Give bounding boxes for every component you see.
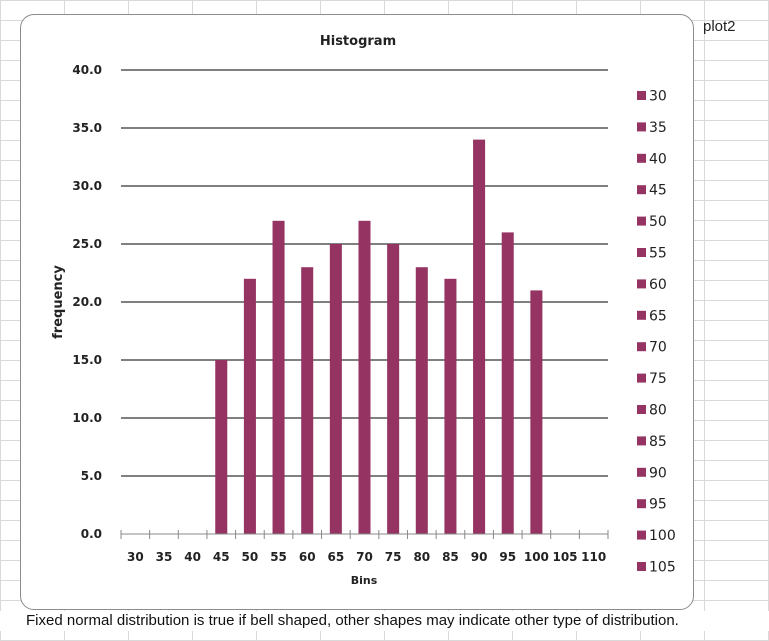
bar[interactable] [301,267,314,534]
chart-area[interactable] [20,14,694,610]
legend-label: 40 [649,151,667,167]
x-tick-label: 45 [213,550,230,564]
legend-item[interactable]: 55 [637,246,667,262]
legend-item[interactable]: 80 [637,403,667,419]
legend-label: 80 [649,403,667,419]
x-tick-label: 30 [127,550,144,564]
y-tick-label: 25.0 [72,237,102,251]
legend-item[interactable]: 45 [637,183,667,199]
legend-item[interactable]: 70 [637,340,667,356]
x-tick-label: 90 [471,550,488,564]
legend-item[interactable]: 65 [637,308,667,324]
legend-item[interactable]: 90 [637,465,667,481]
x-tick-label: 60 [299,550,316,564]
bar[interactable] [272,220,285,535]
legend-label: 105 [649,560,676,576]
legend-swatch [637,436,646,446]
y-tick-label: 10.0 [72,411,102,425]
bar[interactable] [329,244,342,534]
legend-swatch [637,499,646,509]
legend-swatch [637,153,646,163]
legend-item[interactable]: 105 [637,560,676,576]
legend-item[interactable]: 50 [637,214,667,230]
bar[interactable] [415,267,428,534]
legend-swatch [637,342,646,352]
chart-title: Histogram [320,34,396,49]
legend-swatch [637,310,646,320]
bar[interactable] [473,139,486,534]
legend-label: 35 [649,120,667,136]
y-tick-label: 40.0 [72,63,102,77]
y-tick-label: 30.0 [72,179,102,193]
legend-swatch [637,122,646,132]
x-axis-label: Bins [351,574,378,587]
y-tick-label: 0.0 [81,527,102,541]
legend-swatch [637,562,646,571]
x-tick-label: 100 [524,550,549,564]
x-tick-labels: 30 35 40 45 50 55 60 65 70 75 80 85 90 95 100 105 110 [127,550,606,564]
y-axis-label: frequency [51,265,66,339]
x-tick-label: 80 [413,550,430,564]
x-tick-label: 35 [156,550,173,564]
legend-item[interactable]: 60 [637,277,667,293]
legend-label: 45 [649,183,667,199]
bar[interactable] [243,278,256,534]
bars [215,139,543,535]
legend-label: 100 [649,528,676,544]
legend-swatch [637,467,646,477]
x-tick-label: 95 [499,550,516,564]
legend-label: 90 [649,465,667,481]
y-tick-label: 20.0 [72,295,102,309]
legend-swatch [637,185,646,195]
legend-item[interactable]: 35 [637,120,667,136]
y-tick-label: 5.0 [81,469,102,483]
bar[interactable] [358,220,371,535]
legend-swatch [637,373,646,383]
y-tick-label: 35.0 [72,121,102,135]
bar[interactable] [387,244,400,534]
legend-label: 75 [649,371,667,387]
y-tick-label: 15.0 [72,353,102,367]
legend-label: 60 [649,277,667,293]
legend-swatch [637,91,646,100]
legend-label: 70 [649,340,667,356]
x-tick-label: 55 [270,550,287,564]
bar[interactable] [530,290,543,534]
legend-label: 65 [649,308,667,324]
bar[interactable] [501,232,514,534]
sheet-label: plot2 [703,18,736,35]
legend-item[interactable]: 40 [637,151,667,167]
x-tick-label: 50 [242,550,259,564]
legend-swatch [637,405,646,414]
bar[interactable] [215,360,228,534]
legend-swatch [637,248,646,257]
legend-label: 95 [649,497,667,513]
legend: 30 35 40 45 50 55 60 65 70 75 80 85 90 95 100 105 [637,89,676,576]
y-tick-labels: 0.0 5.0 10.0 15.0 20.0 25.0 30.0 35.0 40.0 [72,63,102,541]
legend-label: 85 [649,434,667,450]
x-tick-label: 75 [385,550,402,564]
footnote-row: Fixed normal distribution is true if bel… [0,611,769,631]
legend-label: 55 [649,246,667,262]
legend-label: 30 [649,89,667,105]
x-tick-label: 70 [356,550,373,564]
x-tick-label: 110 [581,550,606,564]
footnote-text: Fixed normal distribution is true if bel… [26,612,679,629]
legend-swatch [637,530,646,540]
legend-item[interactable]: 95 [637,497,667,513]
x-axis [120,530,609,539]
legend-item[interactable]: 100 [637,528,676,544]
legend-item[interactable]: 30 [637,89,667,105]
legend-label: 50 [649,214,667,230]
x-tick-label: 65 [328,550,345,564]
legend-item[interactable]: 85 [637,434,667,450]
x-tick-label: 85 [442,550,459,564]
legend-swatch [637,216,646,226]
legend-swatch [637,279,646,289]
bar[interactable] [444,278,457,534]
x-tick-label: 105 [552,550,577,564]
x-tick-label: 40 [184,550,201,564]
legend-item[interactable]: 75 [637,371,667,387]
